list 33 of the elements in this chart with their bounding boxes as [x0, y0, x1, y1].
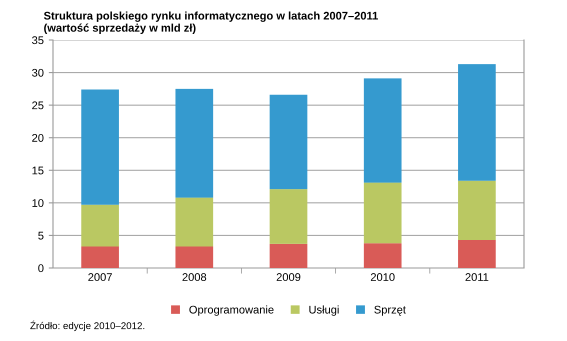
- y-tick-label: 15: [32, 166, 44, 174]
- x-tick-label: 2011: [466, 273, 488, 282]
- y-tick-label: 20: [32, 134, 44, 142]
- x-tick-label: 2007: [88, 273, 112, 282]
- x-tick-label: 2008: [182, 273, 206, 282]
- bar: [458, 64, 496, 181]
- text: Źródło: edycje 2010–2012.: [30, 320, 144, 332]
- legend-label: Sprzęt: [374, 306, 406, 316]
- chart-title: Struktura polskiego rynku informatycznego w latach 2007–2011 (wartość sprzedaży w mld zł): [44, 11, 378, 34]
- bar: [175, 246, 214, 268]
- legend-label: Usługi: [309, 305, 339, 316]
- legend-label: Oprogramowanie: [189, 305, 274, 316]
- bar: [364, 243, 402, 268]
- x-tick-label: 2010: [370, 273, 395, 282]
- bar: [270, 244, 308, 268]
- bar: [458, 240, 496, 268]
- y-tick-label: 35: [32, 36, 44, 44]
- bar: [175, 198, 214, 247]
- bar: [458, 180, 496, 240]
- y-tick-label: 5: [38, 232, 44, 240]
- y-tick-label: 25: [32, 101, 44, 110]
- y-tick-label: 10: [32, 199, 44, 207]
- bar: [364, 182, 402, 244]
- bar: [364, 78, 402, 183]
- x-tick-label: 2009: [276, 273, 300, 282]
- bar: [81, 246, 119, 268]
- y-tick-label: 0: [38, 264, 44, 272]
- bar: [270, 94, 308, 190]
- bar: [81, 90, 119, 205]
- y-tick-label: 30: [32, 68, 44, 77]
- bar: [270, 189, 308, 244]
- bar: [175, 88, 214, 198]
- bar: [81, 204, 119, 247]
